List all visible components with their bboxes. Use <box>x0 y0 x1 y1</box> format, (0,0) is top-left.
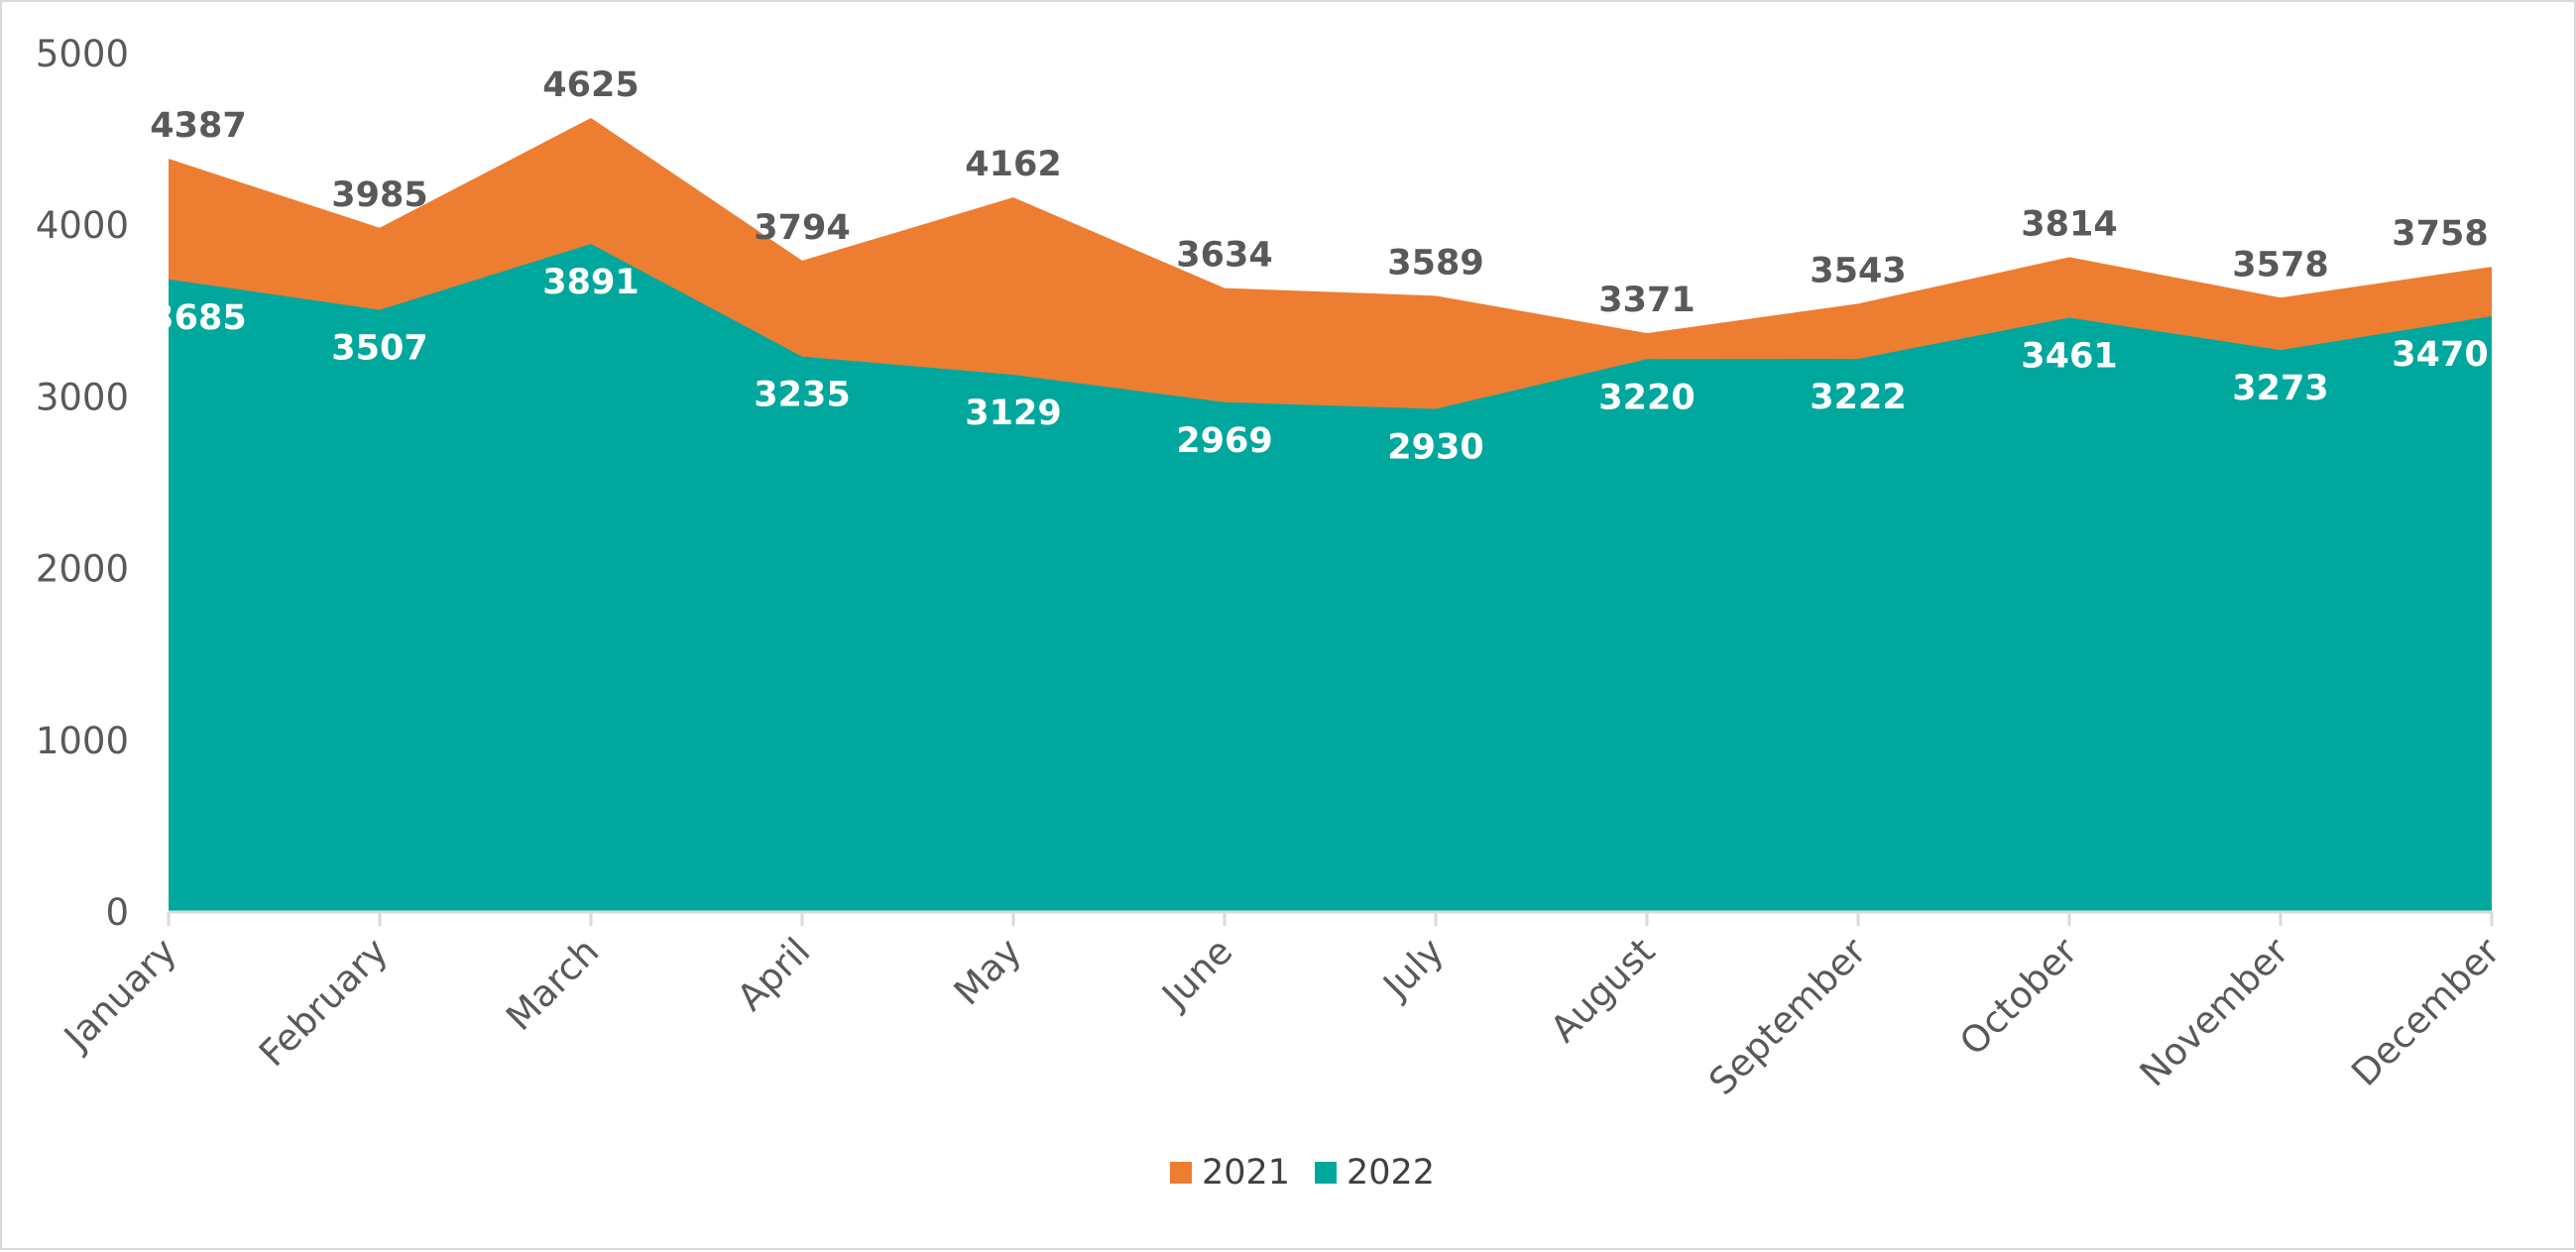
data-label-2022: 2930 <box>1387 428 1483 468</box>
data-label-2021: 3589 <box>1387 243 1483 283</box>
x-tick-label: November <box>2132 929 2297 1094</box>
y-tick-label: 5000 <box>36 33 129 75</box>
x-tick-label: December <box>2343 929 2509 1094</box>
data-label-2021: 3814 <box>2021 204 2117 244</box>
data-label-2022: 3222 <box>1810 378 1906 417</box>
data-label-2022: 3685 <box>150 298 246 338</box>
x-tick-label: July <box>1373 930 1452 1008</box>
data-label-2022: 3273 <box>2232 369 2328 408</box>
legend-label-2021: 2021 <box>1202 1153 1290 1193</box>
data-label-2021: 3758 <box>2392 214 2488 254</box>
data-label-2021: 3794 <box>754 208 850 248</box>
data-label-2021: 3578 <box>2232 245 2328 285</box>
y-tick-label: 4000 <box>36 204 129 247</box>
data-label-2021: 3634 <box>1176 236 1272 276</box>
y-tick-label: 1000 <box>36 720 129 762</box>
data-label-2021: 3371 <box>1598 281 1695 320</box>
y-axis-ticks: 0 1000 2000 3000 4000 5000 <box>36 33 129 934</box>
x-tick-label: February <box>251 930 396 1075</box>
y-tick-label: 0 <box>105 891 129 934</box>
series-area-2022 <box>169 244 2492 912</box>
data-label-2022: 2969 <box>1176 421 1272 461</box>
x-axis-ticks: January February March April May June July Augu… <box>55 912 2509 1103</box>
data-label-2022: 3235 <box>754 376 850 415</box>
legend-swatch-2022 <box>1315 1162 1337 1184</box>
legend: 2021 2022 <box>1170 1153 1435 1193</box>
x-tick-label: September <box>1700 929 1875 1103</box>
data-labels: 4387 3985 4625 3794 4162 3634 3589 3371 3543 3814… <box>150 65 2488 468</box>
data-label-2022: 3507 <box>331 329 427 369</box>
data-label-2021: 4387 <box>150 106 246 146</box>
x-tick-label: October <box>1951 929 2086 1064</box>
x-tick-label: May <box>946 930 1029 1013</box>
data-label-2021: 4162 <box>965 145 1061 184</box>
data-label-2021: 3543 <box>1810 251 1906 290</box>
legend-swatch-2021 <box>1170 1162 1192 1184</box>
data-label-2022: 3891 <box>542 263 639 302</box>
x-tick-label: June <box>1153 930 1241 1018</box>
data-label-2022: 3461 <box>2021 337 2117 377</box>
data-label-2022: 3220 <box>1598 378 1695 417</box>
y-tick-label: 3000 <box>36 376 129 418</box>
series-areas <box>169 117 2492 912</box>
x-tick-label: March <box>498 930 607 1039</box>
x-tick-label: August <box>1542 930 1663 1051</box>
data-label-2022: 3470 <box>2392 335 2488 375</box>
x-tick-label: January <box>55 930 184 1060</box>
y-tick-label: 2000 <box>36 548 129 591</box>
data-label-2021: 3985 <box>331 175 427 215</box>
legend-label-2022: 2022 <box>1347 1153 1435 1193</box>
data-label-2021: 4625 <box>542 65 639 105</box>
x-tick-label: April <box>729 930 818 1019</box>
data-label-2022: 3129 <box>965 394 1061 433</box>
